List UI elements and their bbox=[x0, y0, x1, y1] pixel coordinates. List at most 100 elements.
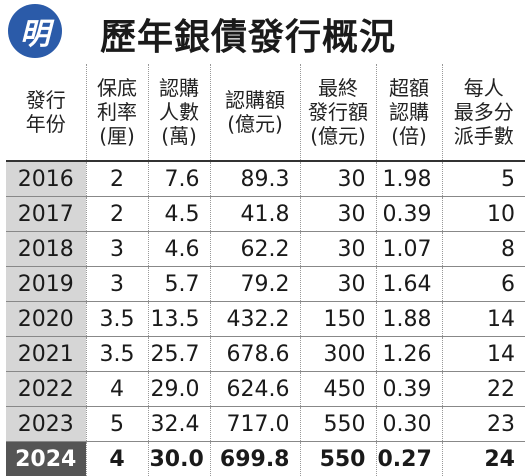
cell: 13.5 bbox=[148, 302, 210, 337]
header-line: 年份 bbox=[7, 112, 85, 136]
header-row: 發行年份保底利率(厘)認購人數(萬)認購額(億元)最終發行額(億元)超額認購(倍… bbox=[6, 64, 525, 161]
cell: 3.5 bbox=[86, 302, 148, 337]
header-line: 最多分 bbox=[444, 100, 525, 124]
logo: 明 bbox=[8, 4, 62, 58]
cell: 699.8 bbox=[210, 442, 300, 476]
cell: 1.98 bbox=[376, 161, 442, 197]
cell: 717.0 bbox=[210, 407, 300, 442]
cell: 29.0 bbox=[148, 372, 210, 407]
cell: 432.2 bbox=[210, 302, 300, 337]
cell: 23 bbox=[442, 407, 525, 442]
cell: 10 bbox=[442, 197, 525, 232]
column-header: 最終發行額(億元) bbox=[300, 64, 376, 161]
cell: 14 bbox=[442, 302, 525, 337]
cell: 32.4 bbox=[148, 407, 210, 442]
cell: 25.7 bbox=[148, 337, 210, 372]
cell: 550 bbox=[300, 442, 376, 476]
header-line: 發行 bbox=[7, 88, 85, 112]
column-header: 超額認購(倍) bbox=[376, 64, 442, 161]
header-line: (倍) bbox=[378, 124, 441, 148]
cell: 4 bbox=[86, 442, 148, 476]
header-line: 利率 bbox=[88, 100, 147, 124]
cell: 624.6 bbox=[210, 372, 300, 407]
year-cell: 2022 bbox=[6, 372, 86, 407]
header-line: 每人 bbox=[444, 76, 525, 100]
table: 發行年份保底利率(厘)認購人數(萬)認購額(億元)最終發行額(億元)超額認購(倍… bbox=[6, 64, 525, 476]
header-line: 認購 bbox=[150, 76, 209, 100]
cell: 30.0 bbox=[148, 442, 210, 476]
cell: 150 bbox=[300, 302, 376, 337]
cell: 22 bbox=[442, 372, 525, 407]
column-header: 保底利率(厘) bbox=[86, 64, 148, 161]
cell: 62.2 bbox=[210, 232, 300, 267]
year-cell: 2018 bbox=[6, 232, 86, 267]
cell: 24 bbox=[442, 442, 525, 476]
header-line: 派手數 bbox=[444, 124, 525, 148]
header-line: 認購 bbox=[378, 100, 441, 124]
cell: 2 bbox=[86, 161, 148, 197]
cell: 0.39 bbox=[376, 197, 442, 232]
header-line: 人數 bbox=[150, 100, 209, 124]
cell: 3.5 bbox=[86, 337, 148, 372]
year-cell: 2021 bbox=[6, 337, 86, 372]
column-header: 每人最多分派手數 bbox=[442, 64, 525, 161]
cell: 7.6 bbox=[148, 161, 210, 197]
cell: 4.5 bbox=[148, 197, 210, 232]
header-line: (億元) bbox=[212, 112, 299, 136]
cell: 3 bbox=[86, 267, 148, 302]
cell: 1.07 bbox=[376, 232, 442, 267]
column-header: 認購額(億元) bbox=[210, 64, 300, 161]
cell: 30 bbox=[300, 267, 376, 302]
header-line: (億元) bbox=[302, 124, 375, 148]
cell: 4.6 bbox=[148, 232, 210, 267]
year-cell: 2017 bbox=[6, 197, 86, 232]
header: 明 歷年銀債發行概況 bbox=[0, 0, 530, 62]
cell: 1.26 bbox=[376, 337, 442, 372]
cell: 0.39 bbox=[376, 372, 442, 407]
cell: 41.8 bbox=[210, 197, 300, 232]
cell: 678.6 bbox=[210, 337, 300, 372]
year-cell: 2023 bbox=[6, 407, 86, 442]
cell: 4 bbox=[86, 372, 148, 407]
header-line: 超額 bbox=[378, 76, 441, 100]
header-line: (萬) bbox=[150, 124, 209, 148]
year-cell: 2019 bbox=[6, 267, 86, 302]
cell: 8 bbox=[442, 232, 525, 267]
cell: 30 bbox=[300, 232, 376, 267]
cell: 0.30 bbox=[376, 407, 442, 442]
cell: 5 bbox=[86, 407, 148, 442]
cell: 30 bbox=[300, 161, 376, 197]
cell: 89.3 bbox=[210, 161, 300, 197]
year-cell: 2024 bbox=[6, 442, 86, 476]
header-line: (厘) bbox=[88, 124, 147, 148]
cell: 300 bbox=[300, 337, 376, 372]
cell: 550 bbox=[300, 407, 376, 442]
cell: 1.88 bbox=[376, 302, 442, 337]
cell: 0.27 bbox=[376, 442, 442, 476]
cell: 5 bbox=[442, 161, 525, 197]
year-cell: 2016 bbox=[6, 161, 86, 197]
header-line: 認購額 bbox=[212, 88, 299, 112]
cell: 1.64 bbox=[376, 267, 442, 302]
column-header: 發行年份 bbox=[6, 64, 86, 161]
header-line: 最終 bbox=[302, 76, 375, 100]
cell: 2 bbox=[86, 197, 148, 232]
header-line: 保底 bbox=[88, 76, 147, 100]
cell: 30 bbox=[300, 197, 376, 232]
column-header: 認購人數(萬) bbox=[148, 64, 210, 161]
cell: 3 bbox=[86, 232, 148, 267]
cell: 6 bbox=[442, 267, 525, 302]
cell: 5.7 bbox=[148, 267, 210, 302]
title: 歷年銀債發行概況 bbox=[100, 8, 396, 60]
cell: 79.2 bbox=[210, 267, 300, 302]
